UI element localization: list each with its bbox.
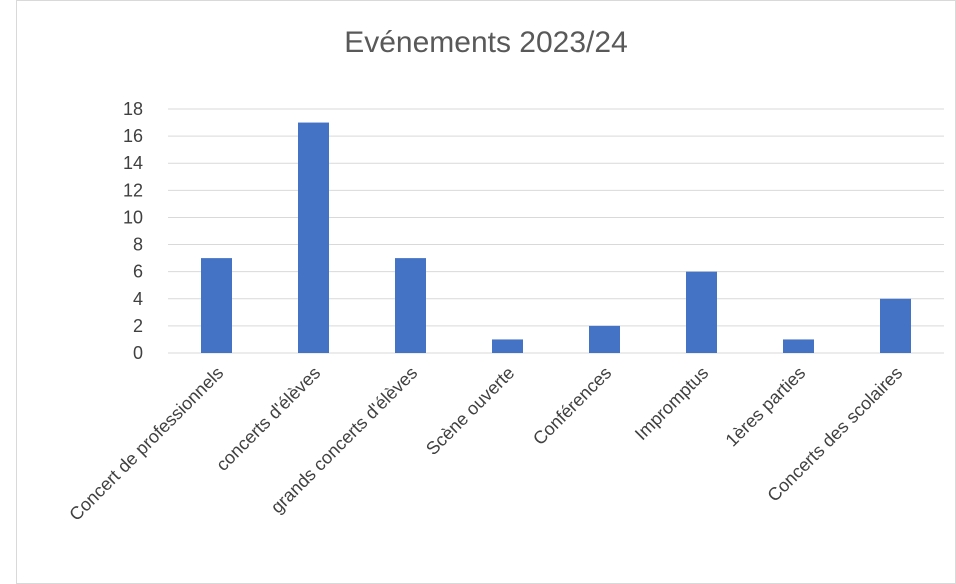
gridlines: [168, 108, 944, 354]
bar-0: [201, 258, 232, 353]
chart-title: Evénements 2023/24: [344, 26, 628, 59]
y-tick-label: 0: [133, 343, 143, 363]
bar-7: [880, 298, 911, 353]
x-category-label: Scène ouverte: [422, 363, 518, 459]
x-category-label: 1ères parties: [722, 363, 810, 451]
bar-3: [492, 339, 523, 353]
bar-1: [298, 122, 329, 353]
x-category-label: concerts d'élèves: [212, 363, 324, 475]
x-category-label: Conférences: [529, 363, 615, 449]
y-tick-label: 6: [133, 262, 143, 282]
bar-6: [783, 339, 814, 353]
bar-5: [686, 271, 717, 353]
y-tick-label: 4: [133, 289, 143, 309]
chart-frame: [16, 0, 956, 584]
x-category-label: Impromptus: [631, 363, 712, 444]
y-tick-label: 10: [123, 207, 143, 227]
bars: [201, 122, 911, 353]
y-tick-label: 2: [133, 316, 143, 336]
bar-4: [589, 325, 620, 353]
x-category-label: Concert de professionnels: [65, 363, 227, 525]
y-tick-label: 18: [123, 99, 143, 119]
y-tick-label: 14: [123, 153, 143, 173]
y-tick-label: 12: [123, 180, 143, 200]
y-axis-ticks: 0 2 4 6 8 10 12 14 16 18: [123, 99, 143, 363]
y-tick-label: 16: [123, 126, 143, 146]
bar-2: [395, 258, 426, 353]
y-tick-label: 8: [133, 235, 143, 255]
